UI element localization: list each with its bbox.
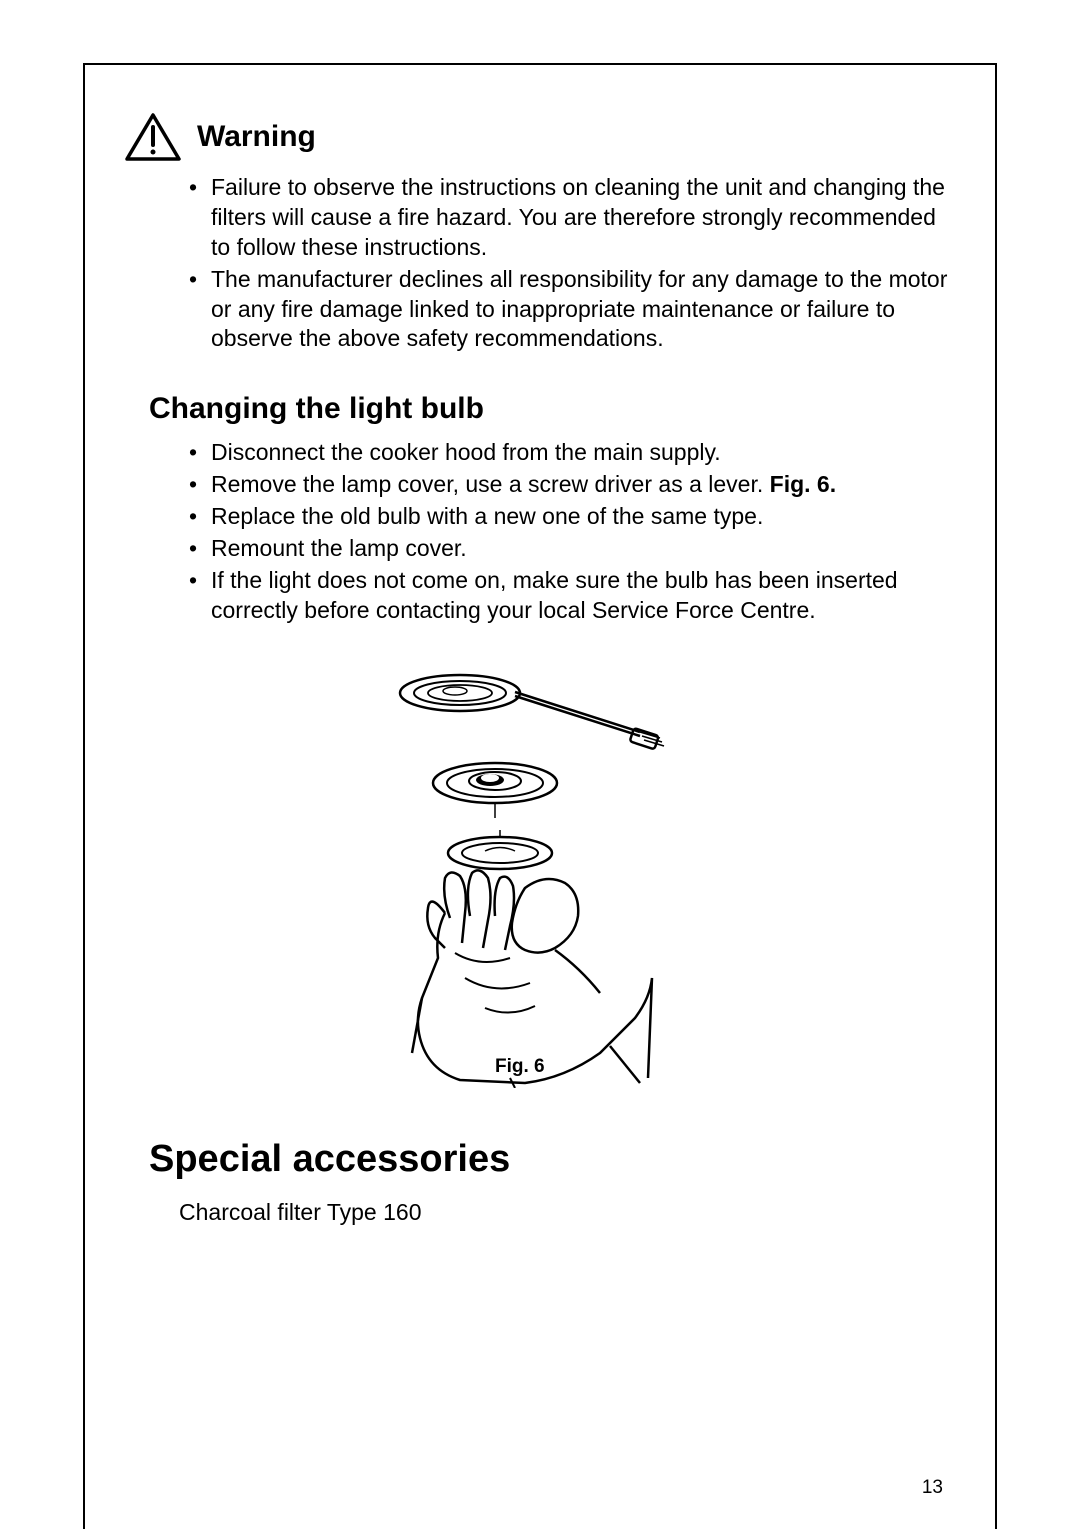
light-bulb-bullet-item: If the light does not come on, make sure…	[189, 566, 955, 626]
figure-6-container: Fig. 6	[125, 658, 955, 1088]
warning-header: Warning	[125, 113, 955, 161]
page-number: 13	[922, 1477, 943, 1499]
lamp-removal-illustration	[350, 658, 730, 1088]
light-bulb-bullet-list: Disconnect the cooker hood from the main…	[125, 438, 955, 625]
light-bulb-heading: Changing the light bulb	[125, 392, 955, 426]
warning-bullet-item: Failure to observe the instructions on c…	[189, 173, 955, 263]
figure-reference: Fig. 6.	[770, 471, 836, 497]
light-bulb-bullet-item: Replace the old bulb with a new one of t…	[189, 502, 955, 532]
warning-title: Warning	[197, 120, 316, 154]
light-bulb-bullet-item: Disconnect the cooker hood from the main…	[189, 438, 955, 468]
light-bulb-bullet-item: Remove the lamp cover, use a screw drive…	[189, 470, 955, 500]
warning-bullet-list: Failure to observe the instructions on c…	[125, 173, 955, 354]
light-bulb-bullet-item: Remount the lamp cover.	[189, 534, 955, 564]
figure-caption: Fig. 6	[495, 1056, 545, 1078]
accessory-item: Charcoal filter Type 160	[125, 1199, 955, 1226]
page-frame: Warning Failure to observe the instructi…	[83, 63, 997, 1529]
accessories-heading: Special accessories	[125, 1138, 955, 1181]
warning-bullet-item: The manufacturer declines all responsibi…	[189, 265, 955, 355]
warning-triangle-icon	[125, 113, 181, 161]
